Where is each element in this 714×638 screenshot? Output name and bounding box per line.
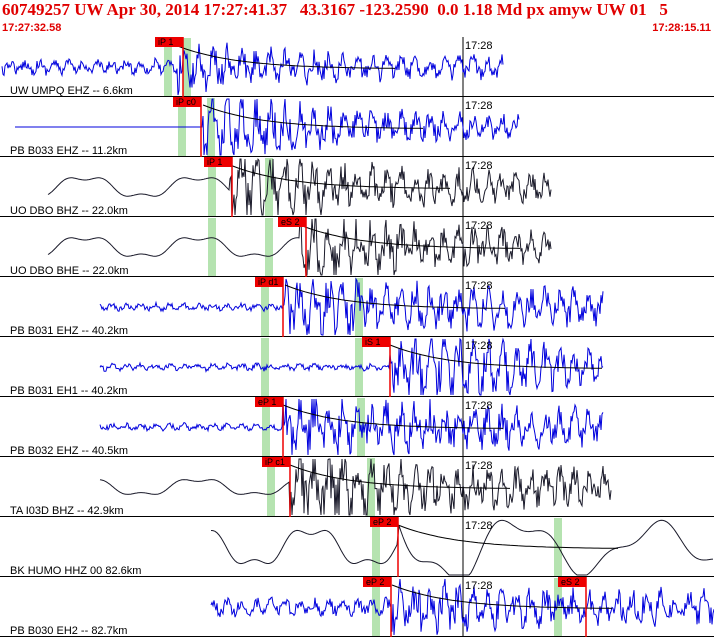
phase-window [208, 218, 216, 276]
waveform-trace [99, 277, 604, 336]
pick-label: iP 1 [207, 157, 222, 167]
coda-decay-curve [202, 104, 424, 129]
waveform-trace [210, 578, 714, 636]
phase-window [265, 158, 273, 216]
station-label: PB B031 EH1 -- 40.2km [10, 385, 127, 397]
event-header: 60749257 UW Apr 30, 2014 17:27:41.37 43.… [0, 0, 714, 34]
phase-window [372, 518, 380, 576]
phase-window [262, 398, 270, 456]
station-label: PB B032 EHZ -- 40.5km [10, 445, 128, 457]
station-label: UO DBO BHZ -- 22.0km [10, 205, 128, 217]
window-start-time: 17:27:32.58 [2, 22, 62, 34]
minute-label: 17:28 [465, 280, 493, 292]
station-label: PB B033 EHZ -- 11.2km [10, 145, 127, 157]
coda-decay-curve [174, 44, 396, 69]
station-label: TA I03D BHZ -- 42.9km [10, 505, 124, 517]
pick-label: iP 1 [158, 37, 173, 47]
minute-label: 17:28 [465, 160, 493, 172]
coda-decay-curve [397, 524, 619, 549]
window-end-time: 17:28:15.11 [652, 22, 711, 34]
coda-decay-curve [389, 344, 602, 369]
pick-label: eP 2 [373, 517, 391, 527]
phase-window [183, 38, 191, 96]
waveform-trace [210, 519, 714, 576]
pick-label: iP c1 [265, 457, 285, 467]
pick-label: eS 2 [281, 217, 300, 227]
event-title: 60749257 UW Apr 30, 2014 17:27:41.37 43.… [2, 0, 668, 19]
waveform-trace [99, 337, 604, 396]
pick-marker [558, 577, 586, 587]
pick-marker [363, 577, 391, 587]
pick-marker [278, 217, 306, 227]
phase-window [265, 218, 273, 276]
phase-window [372, 578, 380, 636]
coda-decay-curve [299, 224, 521, 249]
pick-label: iP c0 [176, 97, 196, 107]
coda-decay-curve [229, 164, 451, 189]
minute-label: 17:28 [465, 340, 493, 352]
pick-marker [173, 97, 201, 107]
pick-marker [262, 457, 290, 467]
waveform-trace [1, 42, 504, 96]
station-label: BK HUMO HHZ 00 82.6km [10, 565, 141, 577]
waveform-trace [99, 458, 612, 516]
station-label: PB B031 EHZ -- 40.2km [10, 325, 128, 337]
coda-decay-curve [284, 284, 506, 309]
pick-marker [255, 397, 283, 407]
minute-label: 17:28 [465, 100, 493, 112]
coda-decay-curve [282, 404, 504, 429]
phase-window [367, 458, 375, 516]
pick-label: eS 2 [561, 577, 580, 587]
station-label: PB B030 EH2 -- 82.7km [10, 625, 127, 637]
phase-window [207, 98, 215, 156]
station-label: UW UMPQ EHZ -- 6.6km [10, 85, 133, 97]
pick-label: iS 1 [365, 337, 381, 347]
coda-decay-curve [289, 464, 511, 489]
phase-window [261, 278, 269, 336]
pick-label: eP 1 [258, 397, 276, 407]
coda-decay-curve [391, 584, 613, 609]
minute-label: 17:28 [465, 220, 493, 232]
seismogram-plot: iP 1 17:28 UW UMPQ EHZ -- 6.6km iP c0 17:28 P… [0, 37, 714, 637]
waveform-trace [15, 98, 520, 156]
minute-label: 17:28 [465, 400, 493, 412]
minute-label: 17:28 [465, 40, 493, 52]
pick-label: eP 2 [366, 577, 384, 587]
minute-label: 17:28 [465, 520, 493, 532]
phase-window [164, 38, 172, 96]
waveform-trace [47, 158, 552, 216]
pick-marker [370, 517, 398, 527]
pick-label: iP d1 [258, 277, 278, 287]
pick-marker [155, 37, 183, 47]
phase-window [355, 278, 363, 336]
minute-label: 17:28 [465, 460, 493, 472]
pick-marker [255, 277, 283, 287]
phase-window [267, 458, 275, 516]
pick-marker [362, 337, 390, 347]
pick-marker [204, 157, 232, 167]
waveform-trace [47, 218, 552, 276]
phase-window [355, 338, 363, 396]
minute-label: 17:28 [465, 580, 493, 592]
waveform-trace [99, 398, 604, 456]
phase-window [208, 158, 216, 216]
station-label: UO DBO BHE -- 22.0km [10, 265, 129, 277]
